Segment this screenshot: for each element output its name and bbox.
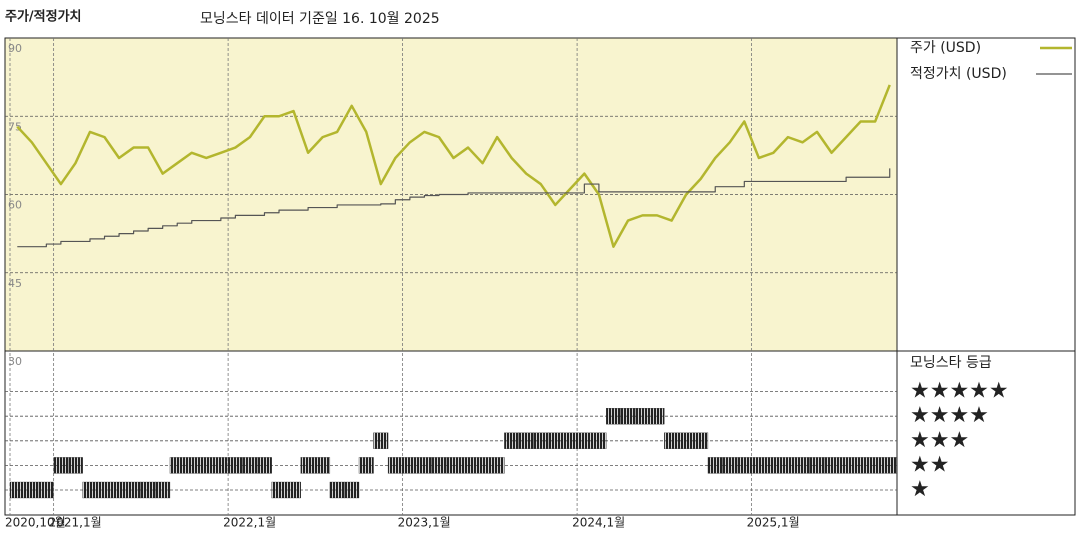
rating-bar (489, 457, 505, 474)
rating-bar (140, 481, 156, 499)
rating-bar (213, 457, 229, 474)
rating-bar (693, 432, 709, 449)
rating-bar (591, 432, 607, 449)
rating-bar (795, 457, 810, 474)
chart-subtitle: 모닝스타 데이터 기준일 16. 10월 2025 (200, 11, 440, 27)
rating-bar (387, 457, 403, 474)
rating-bar (329, 481, 345, 499)
rating-bar (227, 457, 243, 474)
rating-bar (358, 457, 374, 474)
x-tick-label: 2021,1월 (49, 516, 102, 530)
rating-bar (620, 408, 636, 425)
rating-bar (504, 432, 520, 449)
x-tick-label: 2025,1월 (747, 516, 800, 530)
rating-bar (867, 457, 883, 474)
rating-bar (824, 457, 839, 474)
rating-bar (53, 457, 69, 474)
rating-bar (678, 432, 694, 449)
rating-bar (257, 457, 272, 474)
rating-bar (416, 457, 432, 474)
rating-bar (126, 481, 142, 499)
rating-bar (635, 408, 650, 425)
series-line (16, 84, 891, 248)
rating-bar (751, 457, 767, 474)
x-tick-label: 2024,1월 (572, 516, 625, 530)
rating-bar (9, 481, 25, 499)
rating-bar (344, 481, 360, 499)
rating-bar (24, 481, 40, 499)
rating-bar (97, 481, 112, 499)
rating-bar (606, 408, 621, 425)
rating-bar (431, 457, 447, 474)
rating-bar (169, 457, 185, 474)
legend-label: 적정가치 (USD) (910, 66, 1007, 82)
rating-bar (736, 457, 752, 474)
rating-bar (460, 457, 476, 474)
rating-bar (446, 457, 461, 474)
rating-label: ★ (910, 477, 930, 502)
y-tick-label: 60 (8, 199, 22, 212)
rating-bar (722, 457, 738, 474)
rating-bar (533, 432, 549, 449)
series-line (17, 168, 891, 248)
rating-bar (111, 481, 127, 499)
legend-label: 주가 (USD) (910, 40, 981, 56)
y-tick-label: 75 (8, 120, 22, 133)
rating-bar (315, 457, 331, 474)
y-tick-label: 90 (8, 42, 22, 55)
frame (4, 37, 1076, 516)
rating-bar (184, 457, 200, 474)
rating-bar (475, 457, 491, 474)
rating-label: ★★★★ (910, 403, 989, 428)
rating-bar (300, 457, 316, 474)
rating-bar (853, 457, 869, 474)
rating-bar (82, 481, 98, 499)
x-tick-label: 2022,1월 (223, 516, 276, 530)
rating-bar (373, 432, 389, 449)
rating-label: ★★ (910, 452, 949, 477)
rating-label: ★★★★★ (910, 379, 1009, 404)
rating-bar (809, 457, 825, 474)
rating-bar (576, 432, 592, 449)
rating-label: ★★★ (910, 428, 969, 453)
rating-bar (155, 481, 171, 499)
rating-bar (38, 481, 54, 499)
rating-bar (68, 457, 83, 474)
rating-bar (707, 457, 723, 474)
x-tick-label: 2020,10월 (5, 516, 66, 530)
rating-bar (780, 457, 796, 474)
rating-bar (649, 408, 665, 425)
rating-bar (765, 457, 781, 474)
rating-bar (664, 432, 680, 449)
rating-bar (547, 432, 563, 449)
rating-bar (882, 457, 898, 474)
rating-bar (518, 432, 534, 449)
rating-bar (242, 457, 258, 474)
chart-title: 주가/적정가치 (5, 9, 82, 25)
y-tick-label: 45 (8, 277, 22, 290)
rating-bar (198, 457, 214, 474)
y-tick-label: 30 (8, 355, 22, 368)
rating-bar (562, 432, 578, 449)
rating-bar (402, 457, 418, 474)
x-tick-label: 2023,1월 (398, 516, 451, 530)
rating-bar (838, 457, 854, 474)
rating-bar (286, 481, 301, 499)
rating-bar (271, 481, 287, 499)
rating-title: 모닝스타 등급 (910, 355, 992, 371)
